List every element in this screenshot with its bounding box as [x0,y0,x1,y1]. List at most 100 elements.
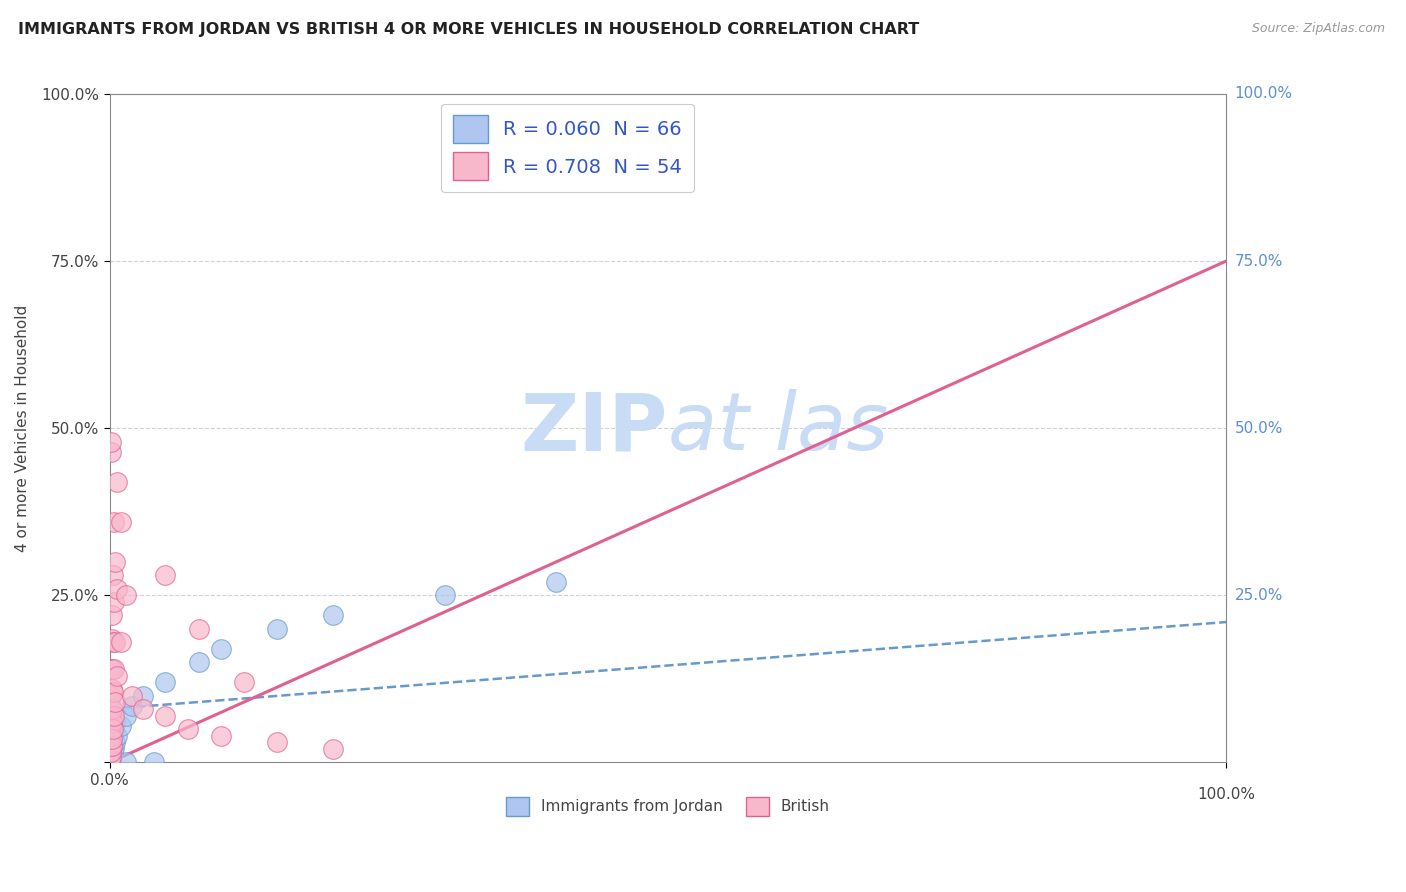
Point [100,748,122,763]
Text: 100.0%: 100.0% [1234,87,1292,102]
Point [104,735,127,749]
Point [546,574,568,589]
Point [100,444,122,458]
Point [132,689,155,703]
Point [98,708,121,723]
Point [100,719,122,733]
Point [100,434,122,449]
Point [100,715,122,730]
Point [101,729,124,743]
Point [101,685,124,699]
Point [104,715,127,730]
Point [322,608,344,623]
Point [187,655,209,669]
Text: 100.0%: 100.0% [1198,788,1256,803]
Point [110,719,132,733]
Point [100,662,122,676]
Point [103,515,125,529]
Point [100,689,122,703]
Point [98,750,121,764]
Y-axis label: 4 or more Vehicles in Household: 4 or more Vehicles in Household [15,304,30,552]
Point [98,722,121,736]
Point [101,568,124,582]
Point [100,751,122,765]
Point [187,622,209,636]
Point [103,595,125,609]
Point [100,681,122,696]
Point [101,702,124,716]
Point [98,729,121,743]
Point [105,668,128,682]
Point [100,750,122,764]
Point [98,752,121,766]
Point [100,739,122,753]
Point [209,641,232,656]
Point [98,732,121,747]
Point [100,702,122,716]
Text: ZIP: ZIP [520,389,668,467]
Point [100,742,122,756]
Point [101,608,124,623]
Point [232,675,254,690]
Point [101,635,124,649]
Point [101,746,124,760]
Point [103,708,125,723]
Point [104,555,127,569]
Point [100,739,122,753]
Point [98,747,121,762]
Point [110,515,132,529]
Point [115,708,138,723]
Point [104,695,127,709]
Point [103,722,125,736]
Text: at las: at las [668,389,889,467]
Point [98,750,121,764]
Point [121,689,143,703]
Point [100,632,122,646]
Point [98,746,121,760]
Text: IMMIGRANTS FROM JORDAN VS BRITISH 4 OR MORE VEHICLES IN HOUSEHOLD CORRELATION CH: IMMIGRANTS FROM JORDAN VS BRITISH 4 OR M… [18,22,920,37]
Point [98,752,121,766]
Point [98,754,121,768]
Text: Source: ZipAtlas.com: Source: ZipAtlas.com [1251,22,1385,36]
Point [110,635,132,649]
Point [322,742,344,756]
Point [98,753,121,767]
Point [100,753,122,767]
Point [98,708,121,723]
Point [98,746,121,760]
Text: 25.0%: 25.0% [1234,588,1282,603]
Point [98,735,121,749]
Point [103,662,125,676]
Point [105,475,128,489]
Point [100,723,122,738]
Point [132,702,155,716]
Point [101,722,124,736]
Point [155,708,177,723]
Point [100,727,122,741]
Point [100,735,122,749]
Point [103,740,125,755]
Point [101,662,124,676]
Point [100,735,122,749]
Point [98,753,121,767]
Point [98,743,121,757]
Point [100,746,122,760]
Point [100,729,122,743]
Point [105,729,128,743]
Point [100,746,122,760]
Point [104,635,127,649]
Legend: Immigrants from Jordan, British: Immigrants from Jordan, British [499,791,837,822]
Point [266,622,288,636]
Point [98,732,121,747]
Point [98,742,121,756]
Point [115,756,138,770]
Point [100,719,122,733]
Point [143,756,166,770]
Point [98,719,121,733]
Point [98,739,121,753]
Point [98,734,121,748]
Point [98,748,121,763]
Point [115,588,138,602]
Point [209,729,232,743]
Text: 50.0%: 50.0% [1234,421,1282,435]
